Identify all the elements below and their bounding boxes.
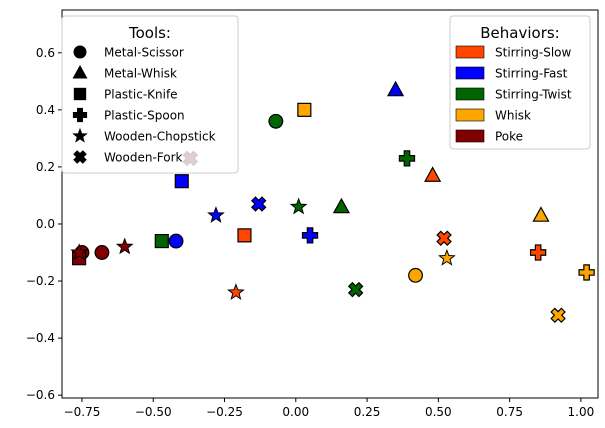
data-point-square <box>237 228 252 243</box>
legend-circle-icon <box>73 45 87 59</box>
tools-legend-label: Plastic-Knife <box>104 88 178 102</box>
data-point-plus <box>398 150 416 167</box>
data-points <box>70 80 595 324</box>
tools-legend-entry: Wooden-Fork <box>73 150 183 165</box>
data-point-circle <box>94 245 110 260</box>
legend-square-icon <box>73 87 87 101</box>
x-tick-label: 0.75 <box>496 405 523 419</box>
behaviors-legend-entry: Stirring-Twist <box>455 87 572 102</box>
axes: −0.75 −0.50 −0.25 0.00 0.25 0.50 0.75 1.00 −0.6 −… <box>26 9 599 419</box>
data-point-star <box>289 197 308 215</box>
y-tick-label: 0.2 <box>36 160 55 174</box>
legend-plus-icon <box>72 107 88 123</box>
legend-triangle-icon <box>72 64 88 79</box>
legend-star-icon <box>72 127 88 143</box>
data-point-x <box>250 196 267 212</box>
data-point-star <box>438 248 456 266</box>
x-tick-label: −0.50 <box>135 405 172 419</box>
tools-legend-entry: Plastic-Spoon <box>72 107 185 123</box>
behaviors-legend-label: Stirring-Slow <box>495 46 571 60</box>
tools-legend-entry: Wooden-Chopstick <box>72 127 216 144</box>
behaviors-legend-entries: Stirring-Slow Stirring-Fast Stirring-Twist… <box>455 45 572 144</box>
axes-frame <box>61 9 599 399</box>
y-tick-label: −0.2 <box>26 274 55 288</box>
behaviors-legend-label: Stirring-Fast <box>495 67 568 81</box>
tools-legend-entry: Metal-Whisk <box>72 64 177 81</box>
behavior-color-swatch <box>455 129 485 143</box>
behavior-color-swatch <box>455 45 485 59</box>
behavior-color-swatch <box>455 108 485 122</box>
data-point-square <box>154 234 169 249</box>
data-point-triangle <box>332 197 350 214</box>
data-point-circle <box>408 267 423 283</box>
data-point-square <box>174 174 189 189</box>
tools-legend-label: Wooden-Chopstick <box>104 130 216 144</box>
data-point-circle <box>268 113 284 129</box>
y-tick-label: 0.4 <box>36 103 55 117</box>
y-tick-label: 0.0 <box>36 217 55 231</box>
behaviors-legend-label: Whisk <box>495 109 531 123</box>
tools-legend-label: Plastic-Spoon <box>104 109 185 123</box>
data-point-plus <box>301 227 319 244</box>
tools-legend-label: Wooden-Fork <box>104 151 183 165</box>
tools-legend-entries: Metal-Scissor Metal-Whisk Plastic-Knife Pla… <box>72 45 216 165</box>
data-point-star <box>115 237 134 255</box>
data-point-star <box>207 206 225 223</box>
tools-legend-label: Metal-Scissor <box>104 46 184 60</box>
x-tick-label: 0.25 <box>354 405 381 419</box>
behaviors-legend-entry: Poke <box>455 129 523 144</box>
behaviors-legend-entry: Stirring-Slow <box>455 45 571 60</box>
behavior-color-swatch <box>455 66 485 80</box>
behaviors-legend-label: Stirring-Twist <box>495 88 572 102</box>
data-point-x <box>347 281 364 298</box>
y-tick-label: −0.6 <box>26 388 55 402</box>
data-point-circle <box>168 233 184 249</box>
tools-legend: Tools: Metal-Scissor Metal-Whisk Plastic-K… <box>61 15 239 174</box>
tools-legend-frame <box>61 15 239 174</box>
data-point-star <box>70 243 88 261</box>
legend-x-icon <box>73 150 87 164</box>
behaviors-legend-label: Poke <box>495 130 523 144</box>
behavior-color-swatch <box>455 87 485 101</box>
x-tick-label: 0.00 <box>282 405 309 419</box>
behaviors-legend: Behaviors: Stirring-SlowStirring-FastSti… <box>449 15 591 150</box>
tools-legend-entry: Plastic-Knife <box>73 87 178 102</box>
data-point-star <box>227 283 245 300</box>
x-tick-label: −0.75 <box>64 405 101 419</box>
y-tick-label: −0.4 <box>26 331 55 345</box>
data-point-plus <box>529 244 547 261</box>
x-tick-label: 0.50 <box>425 405 452 419</box>
behaviors-legend-entry: Whisk <box>455 108 531 123</box>
behaviors-legend-entry: Stirring-Fast <box>455 66 568 81</box>
data-point-triangle <box>532 206 550 222</box>
data-point-triangle <box>386 80 405 97</box>
behaviors-legend-title: Behaviors: <box>480 24 559 42</box>
data-point-x <box>436 230 452 247</box>
data-point-x <box>550 307 566 324</box>
data-point-square <box>297 102 312 117</box>
tools-legend-title: Tools: <box>128 24 171 42</box>
data-point-triangle <box>424 166 442 182</box>
behaviors-legend-frame <box>449 15 591 150</box>
data-point-plus <box>578 264 595 281</box>
x-tick-label: −0.25 <box>206 405 243 419</box>
tools-legend-label: Metal-Whisk <box>104 67 177 81</box>
x-tick-label: 1.00 <box>568 405 595 419</box>
y-tick-label: 0.6 <box>36 46 55 60</box>
tools-legend-entry: Metal-Scissor <box>73 45 184 60</box>
